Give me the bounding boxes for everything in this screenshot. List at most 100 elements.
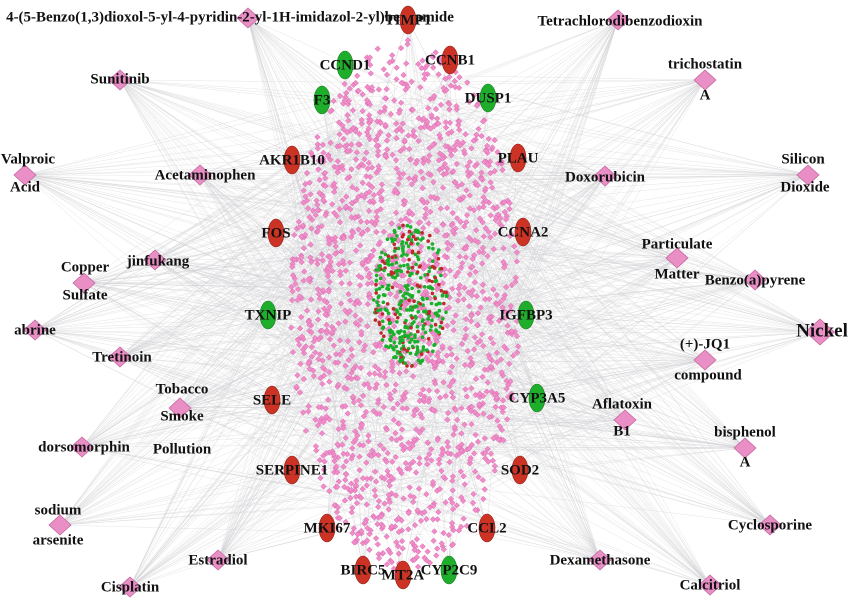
target-dot (485, 135, 492, 143)
target-dot (354, 375, 361, 382)
target-dot (489, 144, 496, 151)
target-dot (351, 539, 358, 546)
target-dot (322, 182, 329, 190)
target-dot (507, 302, 515, 310)
core-dot (439, 266, 444, 271)
core-dot (386, 283, 390, 288)
target-dot (315, 291, 323, 298)
target-dot (308, 225, 315, 232)
edge (326, 19, 619, 227)
target-dot (464, 347, 471, 355)
target-dot (365, 438, 372, 445)
edge (59, 352, 426, 526)
core-dot (380, 284, 385, 289)
target-dot (393, 135, 400, 142)
edge (59, 348, 351, 526)
target-dot (330, 451, 337, 458)
target-dot (333, 483, 341, 491)
target-dot (465, 172, 472, 180)
target-dot (491, 168, 498, 175)
edge (321, 99, 395, 133)
edge (247, 17, 368, 230)
target-dot (449, 318, 457, 326)
target-dot (400, 256, 408, 264)
edge (337, 97, 489, 196)
target-dot (436, 356, 443, 364)
chemical-label: arsenite (33, 532, 84, 548)
core-dot (437, 282, 441, 287)
target-dot (456, 126, 463, 134)
target-dot (334, 359, 342, 366)
edge (217, 449, 340, 561)
target-dot (435, 120, 442, 127)
edge (129, 294, 305, 588)
target-dot (372, 468, 379, 475)
target-dot (348, 480, 355, 487)
core-dot (433, 311, 438, 316)
target-dot (377, 119, 384, 127)
core-dot (399, 355, 404, 359)
edge (34, 290, 425, 331)
target-dot (413, 426, 420, 433)
target-dot (364, 301, 371, 308)
target-dot (364, 226, 371, 233)
target-dot (429, 406, 437, 414)
target-dot (346, 85, 353, 92)
target-dot (406, 277, 413, 284)
target-dot (483, 197, 490, 205)
target-dot (325, 288, 332, 295)
target-dot (377, 205, 384, 213)
target-dot (460, 515, 467, 522)
target-dot (388, 474, 395, 481)
chemical-node (118, 576, 142, 598)
core-dot (416, 229, 420, 233)
edge (352, 469, 521, 484)
target-dot (439, 279, 447, 287)
target-dot (294, 286, 302, 293)
edge (431, 507, 711, 586)
target-dot (366, 370, 373, 377)
core-dot (384, 308, 389, 313)
edge (464, 289, 746, 449)
target-dot (489, 457, 497, 464)
core-dot (419, 238, 423, 242)
target-dot (474, 411, 481, 418)
target-dot (487, 335, 494, 342)
edge (444, 110, 809, 176)
target-dot (301, 268, 308, 275)
target-dot (360, 347, 367, 354)
target-dot (495, 436, 502, 443)
target-dot (371, 370, 378, 377)
edge (427, 138, 706, 361)
target-dot (428, 446, 435, 453)
edge (291, 174, 380, 471)
core-dot (409, 305, 413, 309)
edge (378, 19, 619, 239)
target-dot (426, 144, 433, 152)
core-dot (398, 264, 403, 268)
target-dot (381, 373, 388, 381)
target-dot (464, 79, 471, 86)
target-dot (491, 137, 498, 144)
target-dot (455, 269, 462, 276)
target-dot (442, 124, 450, 131)
target-dot (347, 297, 354, 304)
target-dot (365, 159, 373, 167)
target-dot (326, 378, 333, 385)
target-dot (426, 451, 433, 458)
target-dot (320, 418, 327, 426)
target-dot (431, 194, 438, 201)
target-dot (391, 387, 398, 395)
gene-node (441, 45, 459, 75)
edge (83, 282, 438, 371)
edge (495, 335, 771, 526)
target-dot (496, 299, 504, 306)
target-dot (347, 494, 354, 502)
target-dot (339, 418, 347, 425)
chemical-node (606, 9, 630, 31)
target-dot (414, 563, 422, 570)
chemical-node (13, 164, 37, 186)
target-dot (332, 351, 340, 358)
target-dot (331, 184, 339, 191)
edge (34, 329, 306, 365)
